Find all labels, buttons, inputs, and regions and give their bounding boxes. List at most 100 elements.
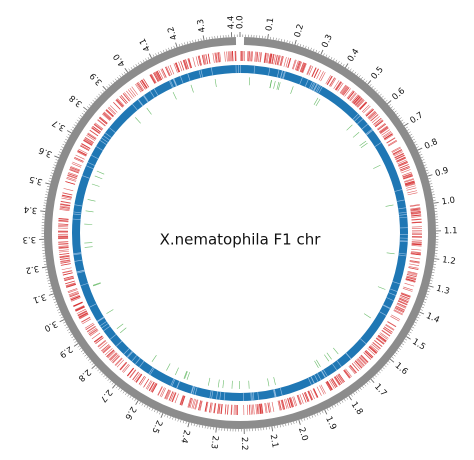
minor-tick <box>67 133 71 136</box>
red-feature <box>360 354 369 363</box>
red-feature <box>411 218 422 220</box>
red-feature <box>311 67 317 77</box>
minor-tick <box>173 45 175 49</box>
blue-feature-gap <box>313 83 318 91</box>
red-feature <box>376 122 386 130</box>
red-feature <box>87 326 96 333</box>
minor-tick <box>112 80 115 83</box>
red-feature <box>94 123 103 131</box>
minor-tick <box>166 415 169 418</box>
red-feature <box>102 345 111 353</box>
red-feature <box>92 126 101 133</box>
red-feature <box>119 96 127 105</box>
red-feature <box>377 123 387 131</box>
red-feature <box>87 133 96 140</box>
red-feature <box>75 306 85 311</box>
red-feature <box>254 51 256 62</box>
minor-tick <box>364 384 367 387</box>
red-feature <box>305 391 310 402</box>
red-feature <box>325 75 331 85</box>
blue-feature-gap <box>316 372 322 381</box>
red-feature <box>229 51 231 62</box>
minor-tick <box>157 52 160 55</box>
red-feature <box>372 342 381 350</box>
minor-tick <box>152 54 155 57</box>
red-feature <box>349 364 357 373</box>
red-feature <box>192 399 196 409</box>
red-feature <box>205 401 209 412</box>
red-feature <box>152 383 158 393</box>
green-feature <box>94 175 103 180</box>
red-feature <box>131 86 138 95</box>
minor-tick <box>385 99 388 102</box>
minor-tick <box>295 420 298 424</box>
red-feature <box>388 140 398 147</box>
red-feature <box>167 65 173 76</box>
red-feature <box>368 112 377 120</box>
red-feature <box>120 95 128 104</box>
red-feature <box>308 390 313 401</box>
red-feature <box>63 188 74 192</box>
green-feature <box>315 98 321 107</box>
blue-feature-gap <box>72 218 81 220</box>
red-feature <box>383 133 393 140</box>
red-feature <box>407 271 418 275</box>
red-feature <box>334 376 341 386</box>
minor-tick <box>52 296 55 298</box>
red-feature <box>75 306 85 312</box>
red-feature <box>172 392 177 403</box>
green-feature <box>276 81 280 90</box>
minor-tick <box>181 43 183 46</box>
red-feature <box>370 114 379 122</box>
major-tick <box>387 100 392 105</box>
major-tick <box>41 266 48 269</box>
red-feature <box>103 111 112 119</box>
minor-tick <box>186 41 189 45</box>
major-tick <box>367 80 372 85</box>
red-feature <box>285 398 289 409</box>
major-tick <box>320 49 324 55</box>
major-tick <box>160 413 164 418</box>
red-feature <box>297 394 302 405</box>
minor-tick <box>325 54 328 57</box>
red-feature <box>319 385 325 395</box>
red-feature <box>214 403 217 414</box>
red-feature <box>408 266 419 269</box>
minor-tick <box>290 422 292 425</box>
blue-feature-gap <box>200 69 204 78</box>
minor-tick <box>314 414 316 417</box>
red-feature <box>119 361 127 370</box>
minor-tick <box>305 45 307 49</box>
red-feature <box>251 404 254 415</box>
red-feature <box>59 257 70 260</box>
red-feature <box>180 395 184 406</box>
red-feature <box>69 293 80 298</box>
red-feature <box>318 71 324 81</box>
red-feature <box>171 392 176 402</box>
red-feature <box>306 65 311 75</box>
red-feature <box>169 64 175 75</box>
minor-tick <box>309 416 311 419</box>
blue-feature-gap <box>99 321 107 327</box>
tick-label: 2.2 <box>239 437 249 451</box>
minor-tick <box>291 41 294 45</box>
blue-feature-gap <box>168 80 173 89</box>
red-feature <box>116 98 124 107</box>
red-feature <box>383 327 392 334</box>
red-feature <box>220 404 223 415</box>
red-feature <box>83 139 93 146</box>
minor-tick <box>139 401 141 405</box>
red-feature <box>353 96 361 105</box>
red-feature <box>75 154 85 160</box>
red-feature <box>327 380 333 390</box>
red-feature <box>84 138 94 144</box>
red-feature <box>259 52 262 63</box>
red-feature <box>411 248 422 251</box>
blue-feature-gap <box>223 392 226 401</box>
red-feature <box>358 101 367 110</box>
blue-feature-gap <box>354 115 361 122</box>
red-feature <box>251 51 253 62</box>
major-tick <box>370 378 375 384</box>
red-feature <box>331 378 338 387</box>
red-feature <box>297 61 301 71</box>
